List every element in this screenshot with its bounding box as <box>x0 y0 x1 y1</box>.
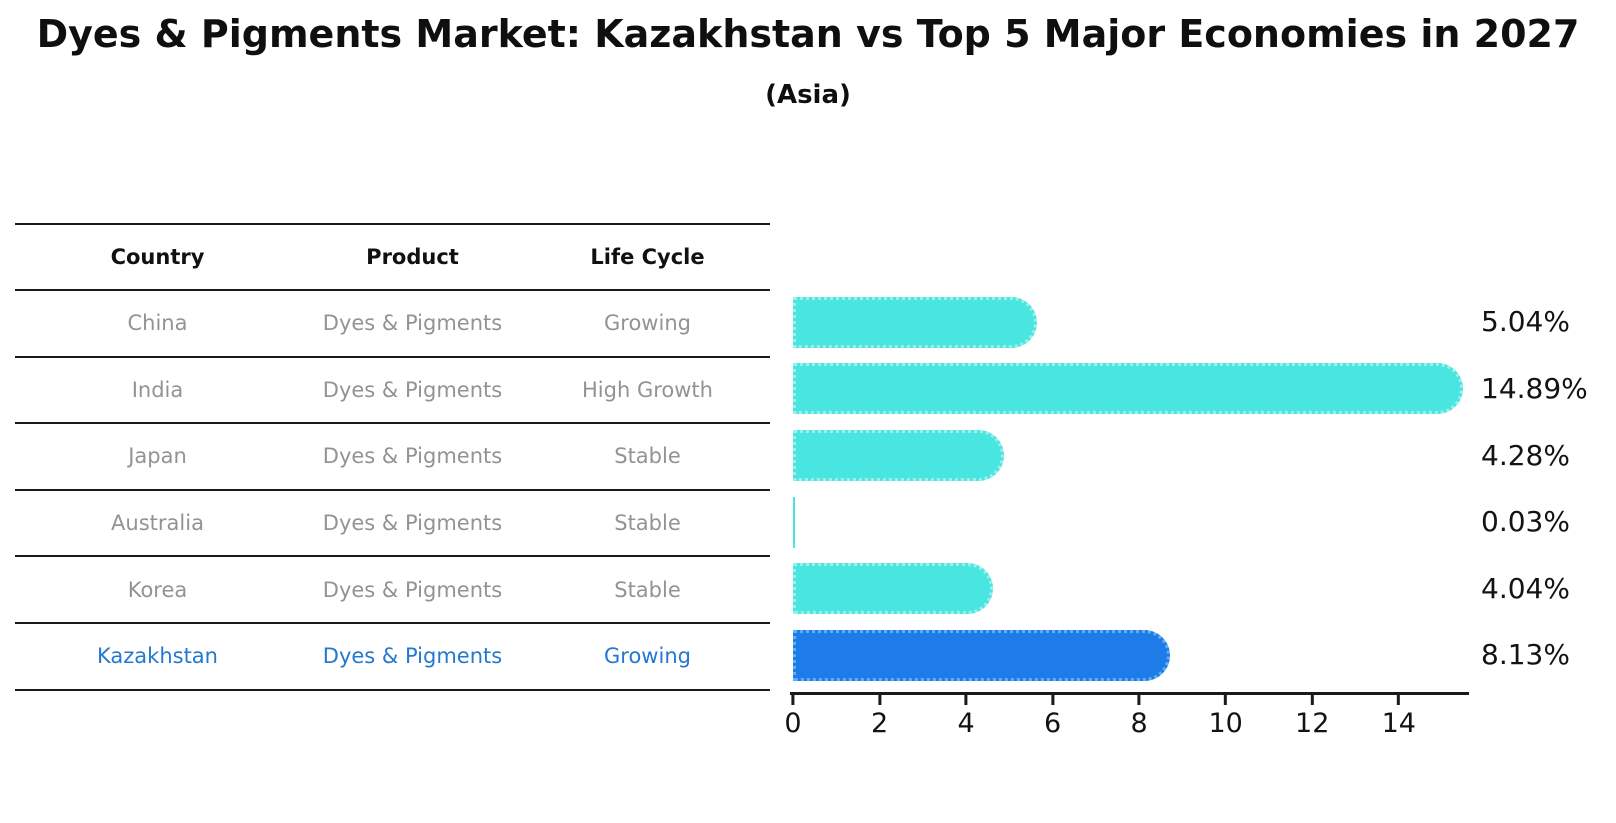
bar-india <box>793 363 1463 415</box>
tick-mark <box>1397 694 1401 705</box>
table-header-row: Country Product Life Cycle <box>15 225 770 291</box>
tick-label: 8 <box>1130 708 1148 739</box>
bar-kazakhstan <box>793 629 1171 681</box>
x-tick: 0 <box>784 694 802 739</box>
product-cell: Dyes & Pigments <box>322 444 503 469</box>
tick-mark <box>878 694 882 705</box>
x-tick: 4 <box>957 694 975 739</box>
tick-label: 0 <box>784 708 802 739</box>
product-cell: Dyes & Pigments <box>322 511 503 536</box>
tick-mark <box>1310 694 1314 705</box>
lifecycle-cell: Stable <box>614 444 681 469</box>
table-row-india: India Dyes & Pigments High Growth <box>15 358 770 425</box>
value-label-india: 14.89% <box>1481 371 1588 405</box>
table-row-japan: Japan Dyes & Pigments Stable <box>15 424 770 491</box>
country-cell: Korea <box>127 577 188 602</box>
tick-mark <box>1051 694 1055 705</box>
lifecycle-cell: Stable <box>614 511 681 536</box>
tick-label: 6 <box>1044 708 1062 739</box>
tick-mark <box>964 694 968 705</box>
x-axis-ticks: 0 2 4 6 8 10 12 14 <box>784 694 1468 754</box>
table-row-china: China Dyes & Pigments Growing <box>15 291 770 358</box>
lifecycle-cell: Growing <box>604 644 691 669</box>
bar-plot-area <box>793 223 1468 689</box>
country-cell: China <box>127 311 188 336</box>
product-cell: Dyes & Pigments <box>322 577 503 602</box>
country-cell: India <box>131 377 184 402</box>
bar-china <box>793 296 1037 348</box>
bar-korea <box>793 563 994 615</box>
x-tick: 8 <box>1131 694 1148 739</box>
country-cell: Kazakhstan <box>97 644 218 669</box>
tick-mark <box>1137 694 1141 705</box>
table-row-kazakhstan: Kazakhstan Dyes & Pigments Growing <box>15 624 770 691</box>
chart-title: Dyes & Pigments Market: Kazakhstan vs To… <box>36 12 1580 56</box>
x-tick: 10 <box>1209 694 1243 739</box>
tick-mark <box>1224 694 1228 705</box>
lifecycle-cell: High Growth <box>582 377 713 402</box>
tick-label: 2 <box>870 708 889 739</box>
x-tick: 14 <box>1382 694 1416 739</box>
x-axis-line <box>790 692 1469 695</box>
value-label-kazakhstan: 8.13% <box>1481 638 1570 672</box>
product-cell: Dyes & Pigments <box>322 644 503 669</box>
header-product: Product <box>366 245 459 269</box>
tick-label: 4 <box>957 708 975 739</box>
tick-label: 10 <box>1208 708 1243 739</box>
product-cell: Dyes & Pigments <box>322 311 503 336</box>
lifecycle-cell: Growing <box>604 311 691 336</box>
x-tick: 2 <box>871 694 888 739</box>
product-cell: Dyes & Pigments <box>322 377 503 402</box>
x-tick: 6 <box>1044 694 1061 739</box>
country-table: Country Product Life Cycle China Dyes & … <box>15 223 770 691</box>
value-label-china: 5.04% <box>1481 305 1570 339</box>
bar-australia <box>793 496 795 548</box>
bar-japan <box>793 430 1004 481</box>
x-tick: 12 <box>1295 694 1329 739</box>
value-label-korea: 4.04% <box>1481 571 1570 605</box>
country-cell: Japan <box>128 444 187 469</box>
table-row-korea: Korea Dyes & Pigments Stable <box>15 557 770 624</box>
tick-mark <box>791 694 795 705</box>
chart-subtitle: (Asia) <box>765 80 851 110</box>
tick-label: 12 <box>1295 708 1330 739</box>
value-label-australia: 0.03% <box>1481 505 1570 539</box>
lifecycle-cell: Stable <box>614 577 681 602</box>
header-lifecycle: Life Cycle <box>590 245 705 269</box>
value-label-japan: 4.28% <box>1481 438 1570 472</box>
header-country: Country <box>110 245 205 269</box>
country-cell: Australia <box>111 511 204 536</box>
tick-label: 14 <box>1381 708 1416 739</box>
table-row-australia: Australia Dyes & Pigments Stable <box>15 491 770 558</box>
